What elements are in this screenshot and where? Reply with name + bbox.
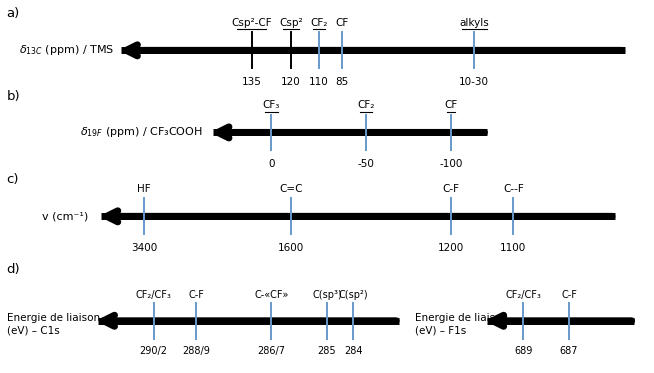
Text: CF₂/CF₃: CF₂/CF₃	[136, 290, 171, 300]
Text: 135: 135	[242, 77, 262, 87]
Text: 285: 285	[318, 346, 336, 356]
Text: -50: -50	[358, 159, 375, 169]
Text: 110: 110	[309, 77, 329, 87]
Text: 288/9: 288/9	[182, 346, 210, 356]
Text: C(sp²): C(sp²)	[338, 290, 368, 300]
Text: b): b)	[7, 90, 20, 103]
Text: 120: 120	[281, 77, 301, 87]
Text: 284: 284	[344, 346, 362, 356]
Text: 3400: 3400	[131, 243, 157, 253]
Text: CF₃: CF₃	[263, 100, 280, 110]
Text: C(sp³): C(sp³)	[312, 290, 342, 300]
Text: 689: 689	[514, 346, 532, 356]
Text: $\delta_{13C}$ (ppm) / TMS: $\delta_{13C}$ (ppm) / TMS	[19, 43, 114, 57]
Text: C-F: C-F	[443, 184, 460, 194]
Text: CF: CF	[445, 100, 458, 110]
Text: C--F: C--F	[503, 184, 524, 194]
Text: 1100: 1100	[500, 243, 526, 253]
Text: HF: HF	[137, 184, 150, 194]
Text: C=C: C=C	[279, 184, 303, 194]
Text: CF: CF	[336, 18, 349, 28]
Text: Csp²: Csp²	[279, 18, 303, 28]
Text: Csp²-CF: Csp²-CF	[232, 18, 272, 28]
Text: $\delta_{19F}$ (ppm) / CF₃COOH: $\delta_{19F}$ (ppm) / CF₃COOH	[80, 125, 203, 140]
Text: -100: -100	[439, 159, 463, 169]
Text: C-F: C-F	[561, 290, 577, 300]
Text: 0: 0	[268, 159, 275, 169]
Text: C-«CF»: C-«CF»	[254, 290, 288, 300]
Text: Energie de liaison
(eV) – C1s: Energie de liaison (eV) – C1s	[7, 313, 99, 336]
Text: CF₂/CF₃: CF₂/CF₃	[506, 290, 541, 300]
Text: alkyls: alkyls	[459, 18, 489, 28]
Text: a): a)	[7, 7, 20, 21]
Text: CF₂: CF₂	[311, 18, 328, 28]
Text: 10-30: 10-30	[459, 77, 489, 87]
Text: d): d)	[7, 263, 20, 276]
Text: c): c)	[7, 173, 19, 186]
Text: CF₂: CF₂	[358, 100, 375, 110]
Text: 1600: 1600	[278, 243, 304, 253]
Text: 290/2: 290/2	[140, 346, 167, 356]
Text: 687: 687	[560, 346, 578, 356]
Text: C-F: C-F	[188, 290, 204, 300]
Text: 286/7: 286/7	[258, 346, 285, 356]
Text: v (cm⁻¹): v (cm⁻¹)	[42, 211, 88, 221]
Text: 1200: 1200	[438, 243, 464, 253]
Text: 85: 85	[336, 77, 349, 87]
Text: Energie de liaison
(eV) – F1s: Energie de liaison (eV) – F1s	[415, 313, 508, 336]
